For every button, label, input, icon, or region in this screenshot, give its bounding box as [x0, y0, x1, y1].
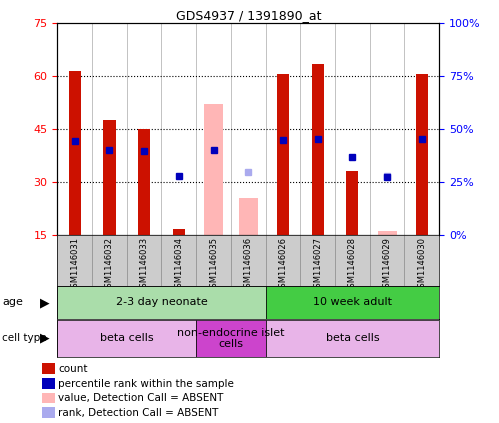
Text: non-endocrine islet
cells: non-endocrine islet cells — [177, 327, 284, 349]
Text: age: age — [2, 297, 23, 308]
Bar — [311, 64, 324, 235]
Text: count: count — [58, 364, 88, 374]
Bar — [57, 320, 196, 357]
Bar — [57, 286, 265, 319]
Bar — [196, 320, 265, 357]
Bar — [69, 71, 81, 235]
Bar — [204, 104, 223, 235]
Text: ▶: ▶ — [40, 296, 50, 309]
Text: cell type: cell type — [2, 333, 47, 343]
Text: GSM1146029: GSM1146029 — [383, 237, 392, 293]
Text: value, Detection Call = ABSENT: value, Detection Call = ABSENT — [58, 393, 224, 403]
Text: GSM1146030: GSM1146030 — [417, 237, 426, 293]
Bar — [173, 229, 185, 235]
Text: GSM1146032: GSM1146032 — [105, 237, 114, 293]
Text: GSM1146036: GSM1146036 — [244, 237, 253, 293]
Text: GSM1146028: GSM1146028 — [348, 237, 357, 293]
Text: GSM1146031: GSM1146031 — [70, 237, 79, 293]
Bar — [265, 286, 439, 319]
Text: beta cells: beta cells — [100, 333, 154, 343]
Bar — [103, 120, 115, 235]
Text: 10 week adult: 10 week adult — [313, 297, 392, 308]
Bar — [416, 74, 428, 235]
Text: GSM1146026: GSM1146026 — [278, 237, 287, 293]
Text: percentile rank within the sample: percentile rank within the sample — [58, 379, 234, 388]
Title: GDS4937 / 1391890_at: GDS4937 / 1391890_at — [176, 9, 321, 22]
Bar — [239, 198, 258, 235]
Text: GSM1146027: GSM1146027 — [313, 237, 322, 293]
Bar — [138, 129, 150, 235]
Text: ▶: ▶ — [40, 332, 50, 345]
Text: GSM1146033: GSM1146033 — [140, 237, 149, 293]
Text: rank, Detection Call = ABSENT: rank, Detection Call = ABSENT — [58, 408, 219, 418]
Text: GSM1146034: GSM1146034 — [174, 237, 183, 293]
Text: beta cells: beta cells — [325, 333, 379, 343]
Bar — [277, 74, 289, 235]
Bar — [265, 320, 439, 357]
Text: GSM1146035: GSM1146035 — [209, 237, 218, 293]
Bar — [378, 231, 397, 235]
Text: 2-3 day neonate: 2-3 day neonate — [116, 297, 208, 308]
Bar — [346, 171, 358, 235]
